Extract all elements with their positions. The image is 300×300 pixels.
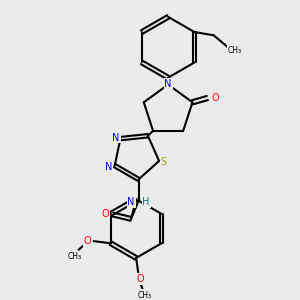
Text: N: N bbox=[164, 79, 172, 88]
Text: N: N bbox=[105, 162, 112, 172]
Text: CH₃: CH₃ bbox=[138, 291, 152, 300]
Text: CH₃: CH₃ bbox=[228, 46, 242, 55]
Text: H: H bbox=[142, 197, 150, 207]
Text: O: O bbox=[102, 208, 109, 218]
Text: O: O bbox=[83, 236, 91, 246]
Text: N: N bbox=[112, 133, 120, 142]
Text: O: O bbox=[211, 93, 219, 103]
Text: CH₃: CH₃ bbox=[68, 252, 82, 261]
Text: N: N bbox=[128, 197, 135, 207]
Text: O: O bbox=[136, 274, 144, 284]
Text: S: S bbox=[160, 157, 167, 167]
